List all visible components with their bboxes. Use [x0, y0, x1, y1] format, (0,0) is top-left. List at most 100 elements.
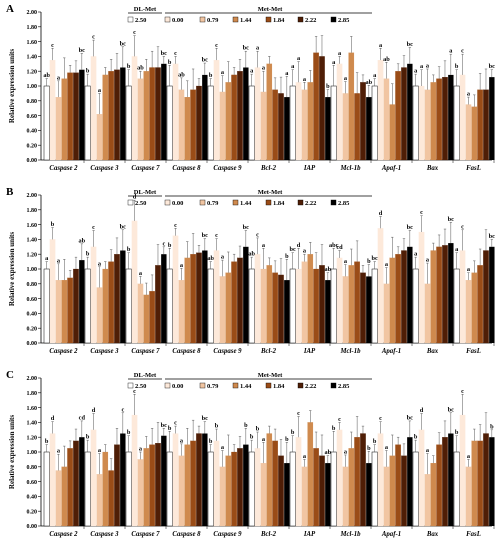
significance-letter: b [86, 251, 90, 258]
significance-letter: b [455, 63, 459, 70]
bar [436, 78, 442, 161]
bar [459, 74, 466, 161]
significance-letter: a [256, 45, 260, 52]
significance-letter: a [373, 72, 377, 79]
significance-letter: a [98, 87, 102, 94]
y-tick-label: 0.60 [27, 297, 38, 303]
bar [102, 74, 109, 161]
bar [377, 59, 384, 161]
significance-letter: b [127, 429, 131, 436]
bar [243, 67, 249, 160]
bar [90, 429, 97, 527]
bar [73, 72, 79, 161]
bar [301, 466, 308, 527]
bar [301, 261, 308, 344]
significance-letter: a [467, 91, 471, 98]
significance-letter: b [250, 434, 254, 441]
bar [342, 466, 349, 527]
significance-letter: b [168, 59, 172, 66]
bar [120, 433, 126, 526]
significance-letter: a [291, 63, 295, 70]
significance-letter: b [168, 425, 172, 432]
legend-swatch [297, 199, 304, 206]
legend-swatch [199, 199, 206, 206]
y-tick-label: 1.40 [27, 421, 38, 427]
legend-series-label: 2.22 [305, 383, 316, 390]
x-category-label: Apaf-1 [381, 531, 401, 538]
bar [395, 71, 401, 161]
significance-letter: ab [383, 56, 390, 63]
bar [196, 433, 202, 527]
significance-letter: b [86, 434, 90, 441]
legend-series-label: 2.85 [338, 383, 350, 390]
significance-letter: ab [248, 251, 255, 258]
significance-letter: c [256, 231, 259, 238]
bar [202, 433, 208, 526]
y-tick-label: 1.80 [27, 25, 38, 31]
bar [237, 257, 243, 344]
bar [67, 277, 73, 344]
significance-letter: d [133, 194, 137, 201]
significance-letter: a [221, 69, 225, 76]
bar [43, 85, 50, 161]
significance-letter: bc [243, 45, 250, 52]
x-category-label: Bax [426, 531, 439, 538]
bar [477, 89, 483, 161]
significance-letter: c [133, 29, 136, 36]
significance-letter: a [285, 70, 289, 77]
significance-letter: b [285, 436, 289, 443]
legend-series-label: 2.50 [135, 200, 146, 207]
significance-letter: c [133, 388, 136, 395]
bar [348, 265, 355, 344]
legend-series-label: 1.44 [240, 17, 252, 24]
significance-letter: c [461, 223, 464, 230]
significance-letter: c [379, 415, 382, 422]
bar [430, 82, 437, 161]
significance-letter: c [461, 388, 464, 395]
bar [149, 291, 155, 344]
y-tick-label: 0.00 [27, 341, 38, 347]
legend-series-label: 0.79 [207, 17, 219, 24]
bar [354, 261, 360, 344]
bar [219, 276, 226, 344]
bar [108, 261, 114, 344]
significance-letter: ab [178, 71, 185, 78]
bar [453, 268, 460, 344]
significance-letter: d [92, 407, 96, 414]
bar [67, 72, 73, 161]
bar [477, 440, 483, 527]
significance-letter: a [338, 50, 342, 57]
bar [137, 78, 144, 161]
x-category-label: Caspase 8 [172, 165, 201, 172]
legend-series-label: 0.79 [207, 383, 219, 390]
significance-letter: abc [329, 242, 339, 249]
legend-series-label: 2.22 [305, 200, 316, 207]
bar [178, 455, 185, 527]
bar [61, 78, 68, 161]
x-category-label: Caspase 8 [172, 531, 201, 538]
bar [401, 67, 407, 161]
x-category-label: Apaf-1 [381, 165, 401, 172]
bar [125, 85, 132, 161]
significance-letter: a [379, 42, 383, 49]
bar [49, 239, 56, 344]
bar [79, 437, 85, 526]
significance-letter: b [367, 258, 371, 265]
legend-swatch [330, 16, 337, 23]
bar [448, 74, 454, 160]
bar [436, 246, 442, 344]
legend-swatch [127, 382, 134, 389]
y-tick-label: 0.80 [27, 99, 38, 105]
significance-letter: a [262, 65, 266, 72]
bar [330, 268, 337, 344]
x-category-label: Caspase 7 [131, 531, 160, 538]
significance-letter: a [297, 55, 301, 62]
significance-letter: c [92, 34, 95, 41]
bar [289, 268, 296, 344]
significance-letter: c [420, 209, 423, 216]
bar [442, 77, 448, 161]
bar [412, 85, 419, 161]
y-tick-label: 0.20 [27, 326, 38, 332]
significance-letter: d [420, 407, 424, 414]
